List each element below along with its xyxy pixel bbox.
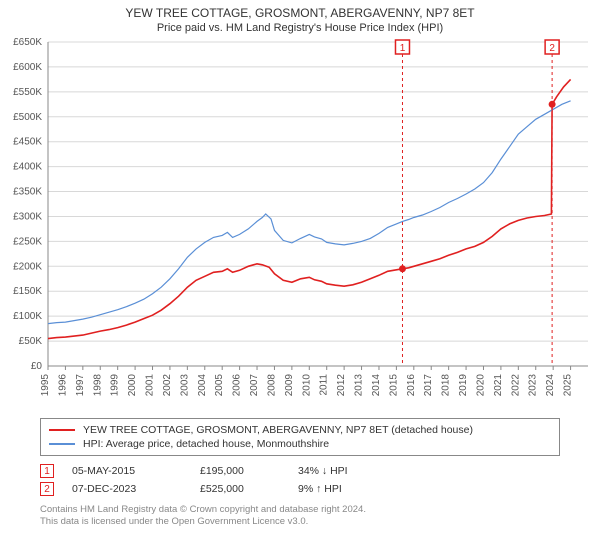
footer-line-1: Contains HM Land Registry data © Crown c… [40,504,560,516]
svg-text:£350K: £350K [13,187,42,198]
chart-svg: £0 £50K £100K £150K £200K £250K £300K £350K £400… [0,34,600,414]
svg-text:2021: 2021 [493,374,504,397]
svg-text:£100K: £100K [13,311,42,322]
svg-text:2012: 2012 [336,374,347,397]
svg-text:2010: 2010 [301,374,312,397]
svg-text:£450K: £450K [13,137,42,148]
svg-text:1996: 1996 [57,374,68,397]
svg-text:1999: 1999 [110,374,121,397]
svg-text:£600K: £600K [13,62,42,73]
svg-text:2013: 2013 [354,374,365,397]
svg-text:2025: 2025 [563,374,574,397]
svg-text:£550K: £550K [13,87,42,98]
legend-row-property: YEW TREE COTTAGE, GROSMONT, ABERGAVENNY,… [49,423,551,437]
svg-text:2015: 2015 [388,374,399,397]
svg-text:£200K: £200K [13,261,42,272]
svg-text:2: 2 [549,43,555,54]
svg-text:2001: 2001 [145,374,156,397]
svg-text:£650K: £650K [13,37,42,48]
svg-text:1995: 1995 [40,374,51,397]
event-row-2: 2 07-DEC-2023 £525,000 9% ↑ HPI [40,480,560,498]
svg-text:1998: 1998 [92,374,103,397]
legend-row-hpi: HPI: Average price, detached house, Monm… [49,437,551,451]
svg-text:2016: 2016 [406,374,417,397]
svg-text:2023: 2023 [528,374,539,397]
svg-text:2007: 2007 [249,374,260,397]
svg-text:2009: 2009 [284,374,295,397]
title-block: YEW TREE COTTAGE, GROSMONT, ABERGAVENNY,… [0,0,600,34]
svg-text:£50K: £50K [19,336,43,347]
legend-swatch-hpi [49,443,75,445]
svg-text:£500K: £500K [13,112,42,123]
event-marker-2: 2 [40,482,54,496]
svg-text:2000: 2000 [127,374,138,397]
event-row-1: 1 05-MAY-2015 £195,000 34% ↓ HPI [40,462,560,480]
event-marker-1: 1 [40,464,54,478]
svg-text:£400K: £400K [13,162,42,173]
event-date-1: 05-MAY-2015 [72,465,182,477]
legend-label-property: YEW TREE COTTAGE, GROSMONT, ABERGAVENNY,… [83,424,473,436]
svg-text:2002: 2002 [162,374,173,397]
event-delta-1: 34% ↓ HPI [298,465,388,477]
svg-text:£250K: £250K [13,236,42,247]
svg-text:2011: 2011 [319,374,330,396]
svg-text:£300K: £300K [13,211,42,222]
event-price-2: £525,000 [200,483,280,495]
svg-text:£150K: £150K [13,286,42,297]
svg-text:2019: 2019 [458,374,469,397]
footer-line-2: This data is licensed under the Open Gov… [40,516,560,528]
svg-text:2020: 2020 [475,374,486,397]
svg-text:2022: 2022 [510,374,521,397]
svg-text:2018: 2018 [441,374,452,397]
legend-label-hpi: HPI: Average price, detached house, Monm… [83,438,329,450]
legend: YEW TREE COTTAGE, GROSMONT, ABERGAVENNY,… [40,418,560,456]
footer: Contains HM Land Registry data © Crown c… [40,504,560,529]
svg-text:£0: £0 [31,361,43,372]
svg-text:2004: 2004 [197,374,208,397]
event-delta-2: 9% ↑ HPI [298,483,388,495]
svg-text:2003: 2003 [179,374,190,397]
chart-area: £0 £50K £100K £150K £200K £250K £300K £350K £400… [0,34,600,414]
svg-text:2014: 2014 [371,374,382,397]
svg-text:1: 1 [400,43,406,54]
svg-text:2008: 2008 [266,374,277,397]
event-date-2: 07-DEC-2023 [72,483,182,495]
svg-text:2005: 2005 [214,374,225,397]
svg-text:2006: 2006 [232,374,243,397]
svg-text:2024: 2024 [545,374,556,397]
chart-title: YEW TREE COTTAGE, GROSMONT, ABERGAVENNY,… [0,6,600,20]
legend-swatch-property [49,429,75,431]
svg-text:2017: 2017 [423,374,434,397]
event-price-1: £195,000 [200,465,280,477]
svg-text:1997: 1997 [75,374,86,397]
chart-subtitle: Price paid vs. HM Land Registry's House … [0,22,600,34]
events-table: 1 05-MAY-2015 £195,000 34% ↓ HPI 2 07-DE… [40,462,560,498]
